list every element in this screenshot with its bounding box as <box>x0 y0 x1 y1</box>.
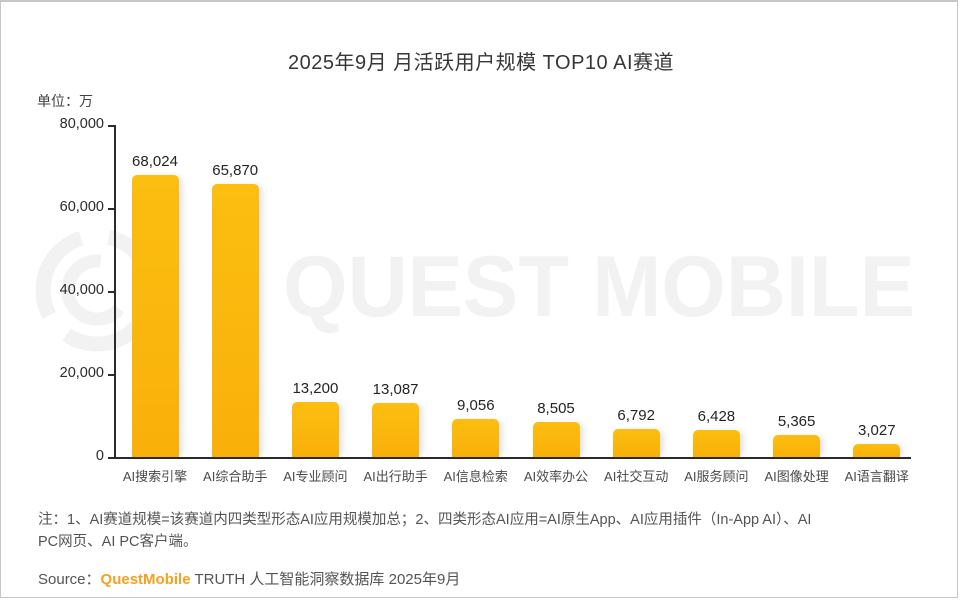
y-axis-tick-label: 0 <box>95 448 104 464</box>
y-axis-tick-mark <box>108 208 114 210</box>
source-brand: QuestMobile <box>100 571 191 588</box>
bar <box>211 183 259 457</box>
x-category-label: AI效率办公 <box>523 469 589 484</box>
x-category-label: AI信息检索 <box>443 469 508 484</box>
bar <box>773 434 821 457</box>
bar-value-label: 9,056 <box>457 397 495 415</box>
x-category-label: AI综合助手 <box>203 469 268 484</box>
y-axis-tick-label: 80,000 <box>59 116 104 132</box>
unit-label: 单位：万 <box>37 93 93 109</box>
bar-value-label: 8,505 <box>537 399 575 417</box>
y-axis-tick-label: 40,000 <box>59 282 104 298</box>
bar <box>131 174 179 457</box>
bar-value-label: 65,870 <box>212 161 259 179</box>
bar <box>853 444 901 457</box>
source-prefix: Source： <box>38 571 101 588</box>
y-axis-tick-mark <box>108 457 114 459</box>
y-axis-tick-label: 20,000 <box>59 365 104 381</box>
footnote-line-2: PC网页、AI PC客户端。 <box>38 534 198 550</box>
footnote: 注：1、AI赛道规模=该赛道内四类型形态AI应用规模加总；2、四类形态AI应用=… <box>38 509 923 553</box>
bar-value-label: 3,027 <box>858 422 896 440</box>
x-category-label: AI服务顾问 <box>684 469 749 484</box>
footnote-line-1: 注：1、AI赛道规模=该赛道内四类型形态AI应用规模加总；2、四类形态AI应用=… <box>38 512 812 528</box>
bar <box>612 428 660 457</box>
bar <box>291 402 339 457</box>
x-category-label: AI专业顾问 <box>283 469 348 484</box>
bar <box>452 419 500 457</box>
bar-value-label: 5,365 <box>777 412 816 430</box>
y-axis-tick-label: 60,000 <box>59 199 104 215</box>
bar-value-label: 6,792 <box>617 406 655 424</box>
x-category-label: AI图像处理 <box>764 469 829 484</box>
bar <box>372 402 420 457</box>
x-category-label: AI语言翻译 <box>844 469 909 484</box>
y-axis-tick-mark <box>108 291 114 293</box>
bar <box>692 430 740 457</box>
x-axis-line <box>114 457 911 459</box>
y-axis-line <box>114 125 116 457</box>
x-category-label: AI搜索引擎 <box>122 469 188 484</box>
bar-value-label: 13,087 <box>372 380 419 398</box>
bar-value-label: 13,200 <box>292 380 339 398</box>
bar-value-label: 68,024 <box>132 152 178 170</box>
chart-title: 2025年9月 月活跃用户规模 TOP10 AI赛道 <box>287 52 675 74</box>
source-suffix: TRUTH 人工智能洞察数据库 2025年9月 <box>190 571 461 588</box>
source-line: Source：QuestMobile TRUTH 人工智能洞察数据库 2025年… <box>38 568 460 589</box>
x-category-label: AI出行助手 <box>363 469 428 484</box>
y-axis-tick-mark <box>108 374 114 376</box>
bar <box>532 421 580 457</box>
y-axis-tick-mark <box>108 125 114 127</box>
x-category-label: AI社交互动 <box>604 469 669 484</box>
bar-value-label: 6,428 <box>697 408 736 426</box>
